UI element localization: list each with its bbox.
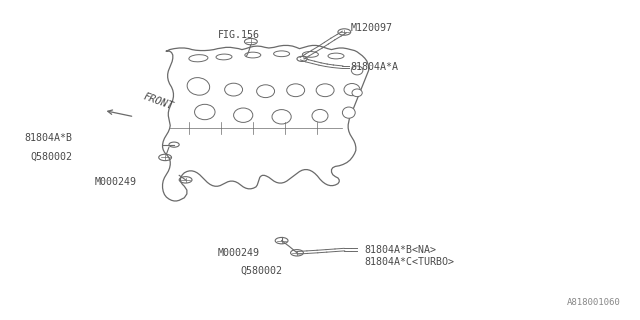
Ellipse shape [245,52,261,58]
Text: 81804A*A: 81804A*A [351,62,399,72]
Text: M120097: M120097 [351,23,393,33]
Ellipse shape [287,84,305,97]
Ellipse shape [274,51,290,57]
Ellipse shape [234,108,253,122]
Ellipse shape [302,52,319,57]
Text: M000249: M000249 [218,248,260,258]
Text: FIG.156: FIG.156 [218,30,260,40]
Ellipse shape [344,84,360,96]
Text: FRONT: FRONT [142,92,175,112]
Ellipse shape [352,89,362,97]
Ellipse shape [351,66,363,75]
Ellipse shape [328,53,344,59]
Text: M000249: M000249 [95,177,137,188]
Polygon shape [163,45,369,201]
Text: Q580002: Q580002 [240,265,282,276]
Ellipse shape [216,54,232,60]
Ellipse shape [316,84,334,97]
Ellipse shape [187,78,210,95]
Text: 81804A*C<TURBO>: 81804A*C<TURBO> [365,257,455,268]
Ellipse shape [272,109,291,124]
Ellipse shape [195,104,215,120]
Ellipse shape [189,55,208,62]
Text: A818001060: A818001060 [567,298,621,307]
Ellipse shape [257,85,275,98]
Ellipse shape [342,107,355,118]
Ellipse shape [225,83,243,96]
Ellipse shape [312,109,328,122]
Text: Q580002: Q580002 [31,152,73,162]
Text: 81804A*B: 81804A*B [24,132,72,143]
Text: 81804A*B<NA>: 81804A*B<NA> [365,244,436,255]
